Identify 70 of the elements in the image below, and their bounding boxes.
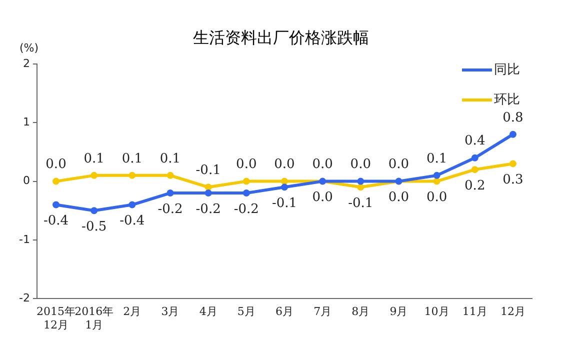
point [204, 190, 212, 197]
data-label: 0.3 [502, 172, 524, 188]
point [471, 154, 478, 162]
point [90, 172, 98, 179]
y-tick-label: 1 [22, 116, 30, 129]
y-axis-title: (%) [19, 41, 38, 54]
x-tick-label: 3月 [161, 305, 180, 318]
x-tick-label: 9月 [390, 305, 408, 318]
y-tick-label: -1 [19, 232, 30, 246]
point [128, 201, 136, 208]
x-tick-label: 8月 [352, 305, 370, 318]
point [280, 178, 288, 185]
point [357, 184, 364, 191]
point [204, 184, 212, 191]
point [166, 172, 174, 179]
x-tick-label: 10月 [424, 305, 450, 318]
y-tick-label: 2 [22, 56, 30, 70]
data-label: -0.2 [196, 202, 221, 217]
data-label: 0.2 [464, 178, 486, 194]
point [433, 172, 440, 179]
point [242, 178, 250, 185]
data-label: 0.1 [122, 151, 143, 166]
x-tick-label: 7月 [314, 305, 332, 318]
point [509, 160, 516, 168]
data-label: 0.8 [502, 110, 524, 126]
data-label: -0.5 [82, 220, 107, 234]
point [166, 190, 174, 197]
point [509, 130, 516, 138]
point [242, 190, 250, 197]
y-tick-label: -2 [19, 291, 30, 304]
legend-label: 环比 [494, 92, 520, 108]
data-label: 0.1 [426, 151, 448, 166]
x-tick-label: 11月 [462, 305, 488, 318]
data-label: 0.1 [160, 151, 181, 166]
point [357, 178, 364, 185]
data-label: -0.1 [196, 163, 221, 178]
data-label: 0.4 [464, 134, 486, 149]
legend-label: 同比 [494, 62, 520, 78]
data-label: -0.4 [120, 214, 145, 229]
x-tick-label: 2015年12月 [36, 305, 76, 332]
data-label: -0.4 [43, 214, 69, 229]
point [52, 178, 60, 185]
x-tick-label: 2016年1月 [74, 305, 114, 332]
data-label: 0.0 [312, 190, 333, 206]
x-tick-label: 6月 [275, 305, 294, 318]
data-label: 0.0 [274, 157, 295, 172]
data-label: -0.1 [272, 196, 298, 212]
point [471, 166, 478, 174]
data-label: 0.0 [312, 157, 333, 172]
point [128, 172, 136, 179]
x-tick-label: 2月 [123, 305, 142, 318]
x-tick-label: 4月 [199, 305, 218, 318]
data-label: 0.1 [84, 151, 104, 166]
point [280, 184, 288, 191]
data-label: 0.0 [388, 190, 410, 206]
point [90, 207, 98, 214]
point [433, 178, 440, 185]
x-tick-label: 12月 [500, 305, 526, 318]
data-label: 0.0 [426, 190, 448, 206]
x-tick-label: 5月 [237, 305, 256, 318]
data-label: 0.0 [236, 157, 257, 172]
point [52, 201, 60, 208]
data-label: 0.0 [350, 157, 371, 172]
y-tick-label: 0 [22, 174, 30, 188]
data-label: 0.0 [388, 157, 410, 172]
data-label: 0.0 [46, 157, 66, 172]
data-label: -0.1 [348, 196, 374, 212]
data-label: -0.2 [158, 202, 183, 217]
chart-title: 生活资料出厂价格涨跌幅 [193, 28, 369, 47]
data-label: -0.2 [234, 202, 259, 217]
